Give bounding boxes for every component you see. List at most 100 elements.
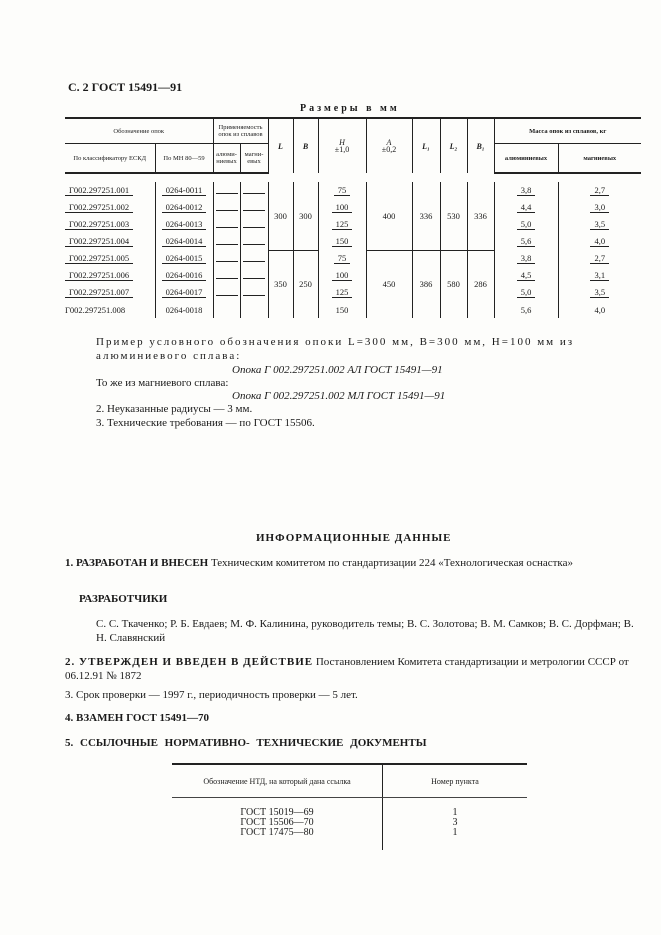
example-mg-designation: Опока Г 002.297251.002 МЛ ГОСТ 15491—91 xyxy=(232,390,446,402)
table-row: Г002.297251.003 0264-0013 125 5,0 3,5 xyxy=(65,216,641,233)
dim-A-cell: 450 xyxy=(365,250,412,318)
info-item-5: 5. ССЫЛОЧНЫЕ НОРМАТИВНО- ТЕХНИЧЕСКИЕ ДОК… xyxy=(65,737,427,749)
mn-code-cell: 0264-0015 xyxy=(154,250,213,267)
mass-al-cell: 5,0 xyxy=(493,216,558,233)
mass-al-cell-value: 4,5 xyxy=(516,270,536,281)
mass-mg-cell-value: 3,1 xyxy=(590,270,610,281)
dim-L1-cell: 386 xyxy=(411,250,440,318)
mass-mg-cell-value: 2,7 xyxy=(590,185,610,196)
mn-code-cell: 0264-0016 xyxy=(154,267,213,284)
mass-mg-cell: 4,0 xyxy=(557,233,641,250)
applic-mg-cell xyxy=(239,233,268,250)
eskd-code-cell-value: Г002.297251.005 xyxy=(65,253,134,264)
dim-B-cell-value: 250 xyxy=(299,279,312,290)
dim-H-cell: 75 xyxy=(317,182,366,199)
dim-L1-cell-value: 386 xyxy=(419,279,433,290)
mn-code-cell: 0264-0014 xyxy=(154,233,213,250)
example-al-designation: Опока Г 002.297251.002 АЛ ГОСТ 15491—91 xyxy=(232,364,443,376)
info-item-2-text: Постановлением Комитета стандартизации и… xyxy=(65,656,629,682)
dim-H-cell-value: 150 xyxy=(335,304,349,315)
dim-B1-cell: 286 xyxy=(466,250,494,318)
dim-L2-cell: 580 xyxy=(439,250,467,318)
mass-al-cell-value: 5,6 xyxy=(520,304,532,315)
mass-mg-cell: 2,7 xyxy=(557,182,641,199)
applic-mg-cell xyxy=(239,267,268,284)
eskd-code-cell: Г002.297251.004 xyxy=(65,233,155,250)
eskd-code-cell-value: Г002.297251.001 xyxy=(65,185,134,196)
table-row: Г002.297251.004 0264-0014 150 5,6 4,0 xyxy=(65,233,641,250)
example-line: Пример условного обозначения опоки L=300… xyxy=(96,335,646,363)
eskd-code-cell-value: Г002.297251.008 xyxy=(65,304,126,315)
table-row: Г002.297251.006 0264-0016 100 4,5 3,1 xyxy=(65,267,641,284)
dim-B-cell-value: 300 xyxy=(299,210,312,221)
mass-al-cell: 4,4 xyxy=(493,199,558,216)
dim-A-cell-value: 450 xyxy=(382,279,396,290)
applic-mg-cell xyxy=(239,301,268,318)
dim-H-cell-value: 100 xyxy=(331,270,353,281)
header-H: H ±1,0 xyxy=(317,117,366,173)
eskd-code-cell: Г002.297251.001 xyxy=(65,182,155,199)
table-row: Г002.297251.007 0264-0017 125 5,0 3,5 xyxy=(65,284,641,301)
ref-doc: ГОСТ 15019—69 xyxy=(172,797,383,818)
info-item-1: 1. РАЗРАБОТАН И ВНЕСЕН Техническим комит… xyxy=(65,556,640,570)
dim-B1-cell: 336 xyxy=(466,182,494,251)
header-mass-al: алюминиевых xyxy=(493,143,558,174)
mass-al-cell: 3,8 xyxy=(493,250,558,267)
spacer xyxy=(65,173,641,182)
mass-al-cell: 5,6 xyxy=(493,233,558,250)
info-item-3: 3. Срок проверки — 1997 г., периодичност… xyxy=(65,689,358,701)
dim-H-cell: 100 xyxy=(317,199,366,216)
mn-code-cell: 0264-0011 xyxy=(154,182,213,199)
dim-A-cell: 400 xyxy=(365,182,412,251)
developers-heading: РАЗРАБОТЧИКИ xyxy=(79,593,168,605)
applic-al-cell xyxy=(212,267,240,284)
mass-mg-cell: 3,5 xyxy=(557,216,641,233)
eskd-code-cell-value: Г002.297251.004 xyxy=(65,236,134,247)
mn-code-cell-value: 0264-0017 xyxy=(161,287,207,298)
dim-H-cell-value: 75 xyxy=(333,185,351,196)
eskd-code-cell-value: Г002.297251.006 xyxy=(65,270,134,281)
header-mn: По МН 80—59 xyxy=(154,143,213,174)
header-A-tolerance: ±0,2 xyxy=(381,145,397,154)
mass-al-cell: 3,8 xyxy=(493,182,558,199)
info-title: ИНФОРМАЦИОННЫЕ ДАННЫЕ xyxy=(256,532,452,544)
mass-mg-cell-value: 3,0 xyxy=(590,202,610,213)
dim-A-cell-value: 400 xyxy=(382,210,396,221)
eskd-code-cell: Г002.297251.008 xyxy=(65,301,155,318)
mass-mg-cell-value: 3,5 xyxy=(590,287,610,298)
page-header: С. 2 ГОСТ 15491—91 xyxy=(68,80,183,94)
info-item-1-head: 1. РАЗРАБОТАН И ВНЕСЕН xyxy=(65,557,209,569)
ref-header-doc: Обозначение НТД, на который дана ссылка xyxy=(172,763,383,798)
mass-mg-cell-value: 2,7 xyxy=(590,253,610,264)
dim-L-cell: 350 xyxy=(267,250,293,318)
developers-list: С. С. Ткаченко; Р. Б. Евдаев; М. Ф. Кали… xyxy=(96,618,634,644)
table-body: Г002.297251.001 0264-0011 300 300 75 400 336 53… xyxy=(65,182,641,318)
ref-row: ГОСТ 15019—69 1 xyxy=(172,797,527,818)
header-H-tolerance: ±1,0 xyxy=(334,145,350,154)
dim-H-cell: 150 xyxy=(317,301,366,318)
applic-al-cell xyxy=(212,216,240,233)
applic-al-cell xyxy=(212,301,240,318)
table-row: Г002.297251.001 0264-0011 300 300 75 400 336 53… xyxy=(65,182,641,251)
dim-H-cell-value: 125 xyxy=(331,219,353,230)
mass-al-cell-value: 5,6 xyxy=(516,236,536,247)
eskd-code-cell-value: Г002.297251.002 xyxy=(65,202,134,213)
dim-H-cell-value: 125 xyxy=(331,287,353,298)
applic-al-cell xyxy=(212,182,240,199)
dim-H-cell-value: 150 xyxy=(331,236,353,247)
mass-al-cell-value: 4,4 xyxy=(516,202,536,213)
note-2: 2. Неуказанные радиусы — 3 мм. xyxy=(96,403,253,415)
header-H-label: H xyxy=(339,138,345,147)
mass-al-cell-value: 5,0 xyxy=(516,219,536,230)
dim-L2-cell-value: 530 xyxy=(447,210,460,221)
dim-H-cell: 125 xyxy=(317,216,366,233)
mn-code-cell-value: 0264-0012 xyxy=(161,202,207,213)
mass-mg-cell: 3,5 xyxy=(557,284,641,301)
mn-code-cell-value: 0264-0016 xyxy=(161,270,207,281)
applic-mg-cell xyxy=(239,250,268,267)
ref-doc: ГОСТ 15506—70 xyxy=(172,818,383,828)
header-mass-mg: магниевых xyxy=(557,143,641,174)
mass-mg-cell-value: 4,0 xyxy=(594,304,606,315)
ref-item: 1 xyxy=(452,827,458,838)
